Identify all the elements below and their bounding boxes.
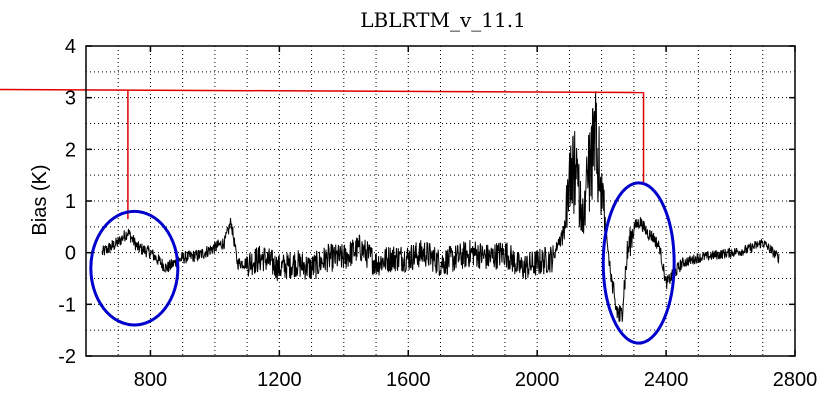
y-tick-label: 0 [65, 243, 76, 265]
x-tick-label: 2400 [644, 369, 689, 391]
y-tick-label: 3 [65, 88, 76, 110]
y-tick-label: -2 [58, 346, 76, 368]
annotations [0, 88, 676, 345]
ticks: 800 1200 1600 2000 2400 2800 4 3 2 1 0 -1 -2 [58, 36, 817, 391]
x-tick-label: 2800 [773, 369, 818, 391]
annotation-connector-line [0, 88, 644, 94]
plot-frame [85, 45, 796, 357]
grid [86, 46, 795, 356]
y-axis-label: Bias (K) [29, 164, 51, 235]
x-tick-label: 1600 [386, 369, 431, 391]
y-tick-label: 4 [65, 36, 76, 58]
x-tick-label: 1200 [257, 369, 302, 391]
annotation-ellipse [89, 209, 180, 327]
x-tick-label: 2000 [515, 369, 560, 391]
chart-title: LBLRTM_v_11.1 [360, 8, 526, 32]
plot-area [101, 91, 780, 323]
y-tick-label: -1 [58, 294, 76, 316]
y-tick-label: 2 [65, 139, 76, 161]
annotation-ellipse [601, 181, 676, 345]
y-tick-label: 1 [65, 191, 76, 213]
series-line [101, 91, 780, 323]
x-tick-label: 800 [134, 369, 167, 391]
